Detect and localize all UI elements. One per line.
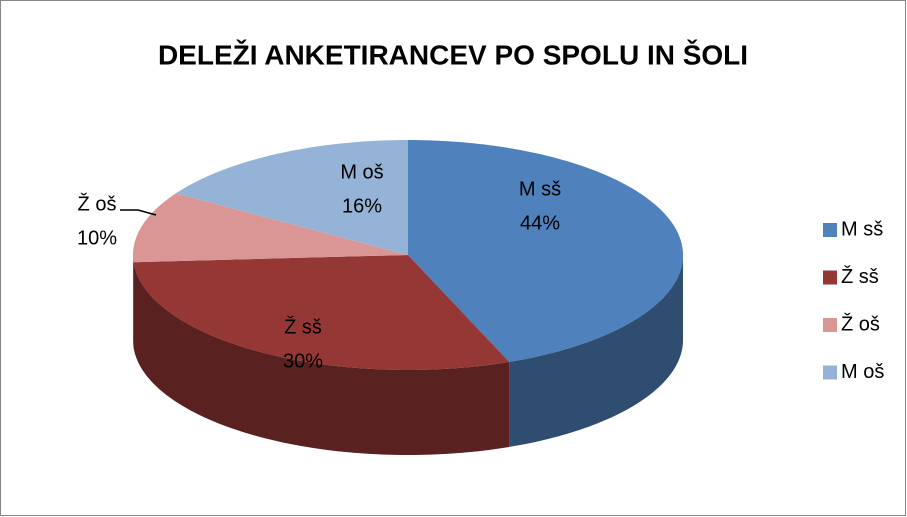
legend-label: Ž oš bbox=[841, 312, 880, 335]
slice bbox=[133, 255, 510, 370]
legend-swatch bbox=[823, 365, 837, 380]
data-label-value: 44% bbox=[520, 212, 560, 234]
slice-side-shade bbox=[509, 255, 683, 447]
data-label-value: 16% bbox=[342, 195, 382, 217]
chart-title: DELEŽI ANKETIRANCEV PO SPOLU IN ŠOLI bbox=[158, 38, 748, 70]
data-label-name: Ž sš bbox=[284, 315, 322, 338]
data-label-name: Ž oš bbox=[78, 192, 117, 215]
slice-side bbox=[509, 255, 683, 447]
leader-line bbox=[120, 209, 157, 216]
slice bbox=[408, 140, 683, 362]
slice-side-shade bbox=[133, 262, 510, 455]
data-label-name: M oš bbox=[340, 161, 383, 183]
slice-side bbox=[133, 255, 134, 348]
legend-swatch bbox=[823, 318, 837, 332]
slice bbox=[175, 140, 408, 255]
legend-label: Ž sš bbox=[841, 265, 879, 288]
data-label-name: M sš bbox=[519, 178, 561, 200]
slice-side-shade bbox=[133, 255, 134, 348]
legend-swatch bbox=[823, 270, 837, 285]
data-label-value: 10% bbox=[77, 227, 117, 249]
slice bbox=[133, 193, 408, 263]
legend-swatch bbox=[823, 223, 837, 237]
slice-side bbox=[133, 262, 510, 455]
data-label-value: 30% bbox=[283, 350, 323, 372]
legend-label: M sš bbox=[841, 218, 883, 240]
legend-label: M oš bbox=[841, 361, 884, 383]
